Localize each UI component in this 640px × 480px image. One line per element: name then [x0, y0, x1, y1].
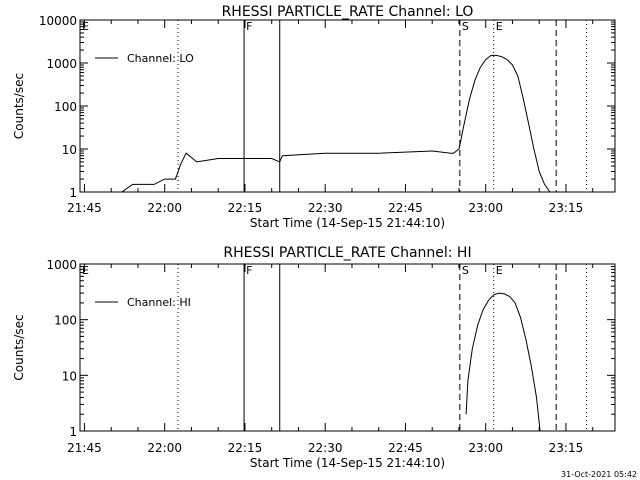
marker-label-lo: E — [82, 20, 89, 33]
x-tick-label-hi: 21:45 — [67, 441, 102, 455]
y-tick-label-lo: 100 — [54, 100, 77, 114]
y-axis-label-hi: Counts/sec — [12, 314, 26, 380]
x-tick-label-lo: 23:15 — [549, 201, 584, 215]
x-tick-label-lo: 22:30 — [308, 201, 343, 215]
x-tick-label-lo: 22:00 — [147, 201, 182, 215]
marker-label-hi: E — [82, 264, 89, 277]
series-line-lo — [80, 54, 577, 193]
legend-entry-hi: Channel: HI — [127, 296, 191, 309]
marker-label-lo: E — [496, 20, 503, 33]
x-tick-label-lo: 23:00 — [468, 201, 503, 215]
x-tick-label-lo: 22:45 — [388, 201, 423, 215]
y-tick-label-lo: 10000 — [39, 14, 77, 28]
x-tick-label-hi: 22:30 — [308, 441, 343, 455]
x-axis-label-lo: Start Time (14-Sep-15 21:44:10) — [250, 216, 445, 230]
y-tick-label-lo: 1 — [69, 186, 77, 200]
x-axis-label-hi: Start Time (14-Sep-15 21:44:10) — [250, 456, 445, 470]
x-tick-label-hi: 23:15 — [549, 441, 584, 455]
x-tick-label-lo: 21:45 — [67, 201, 102, 215]
x-tick-label-hi: 22:45 — [388, 441, 423, 455]
y-axis-label-lo: Counts/sec — [12, 73, 26, 139]
y-tick-label-lo: 10 — [62, 143, 77, 157]
y-tick-label-lo: 1000 — [46, 57, 77, 71]
x-tick-label-hi: 22:15 — [228, 441, 263, 455]
y-tick-label-hi: 100 — [54, 314, 77, 328]
y-tick-label-hi: 1000 — [46, 258, 77, 272]
marker-label-hi: S — [462, 264, 469, 277]
marker-label-lo: S — [462, 20, 469, 33]
marker-label-hi: F — [246, 264, 252, 277]
legend-entry-lo: Channel: LO — [127, 52, 194, 65]
chart-panel-lo: RHESSI PARTICLE_RATE Channel: LO Counts/s… — [12, 4, 616, 230]
y-tick-label-hi: 10 — [62, 369, 77, 383]
x-tick-label-hi: 23:00 — [468, 441, 503, 455]
plot-frame-lo — [79, 19, 616, 193]
chart-title-hi: RHESSI PARTICLE_RATE Channel: HI — [223, 245, 471, 261]
marker-label-hi: E — [496, 264, 503, 277]
x-tick-label-lo: 22:15 — [228, 201, 263, 215]
series-line-hi — [465, 292, 541, 432]
marker-label-lo: F — [246, 20, 252, 33]
footer-timestamp: 31-Oct-2021 05:42 — [561, 470, 637, 479]
chart-panel-hi: RHESSI PARTICLE_RATE Channel: HI Counts/s… — [12, 245, 616, 470]
plot-frame-hi — [79, 263, 616, 432]
x-tick-label-hi: 22:00 — [147, 441, 182, 455]
y-tick-label-hi: 1 — [69, 425, 77, 439]
chart-title-lo: RHESSI PARTICLE_RATE Channel: LO — [222, 4, 474, 20]
